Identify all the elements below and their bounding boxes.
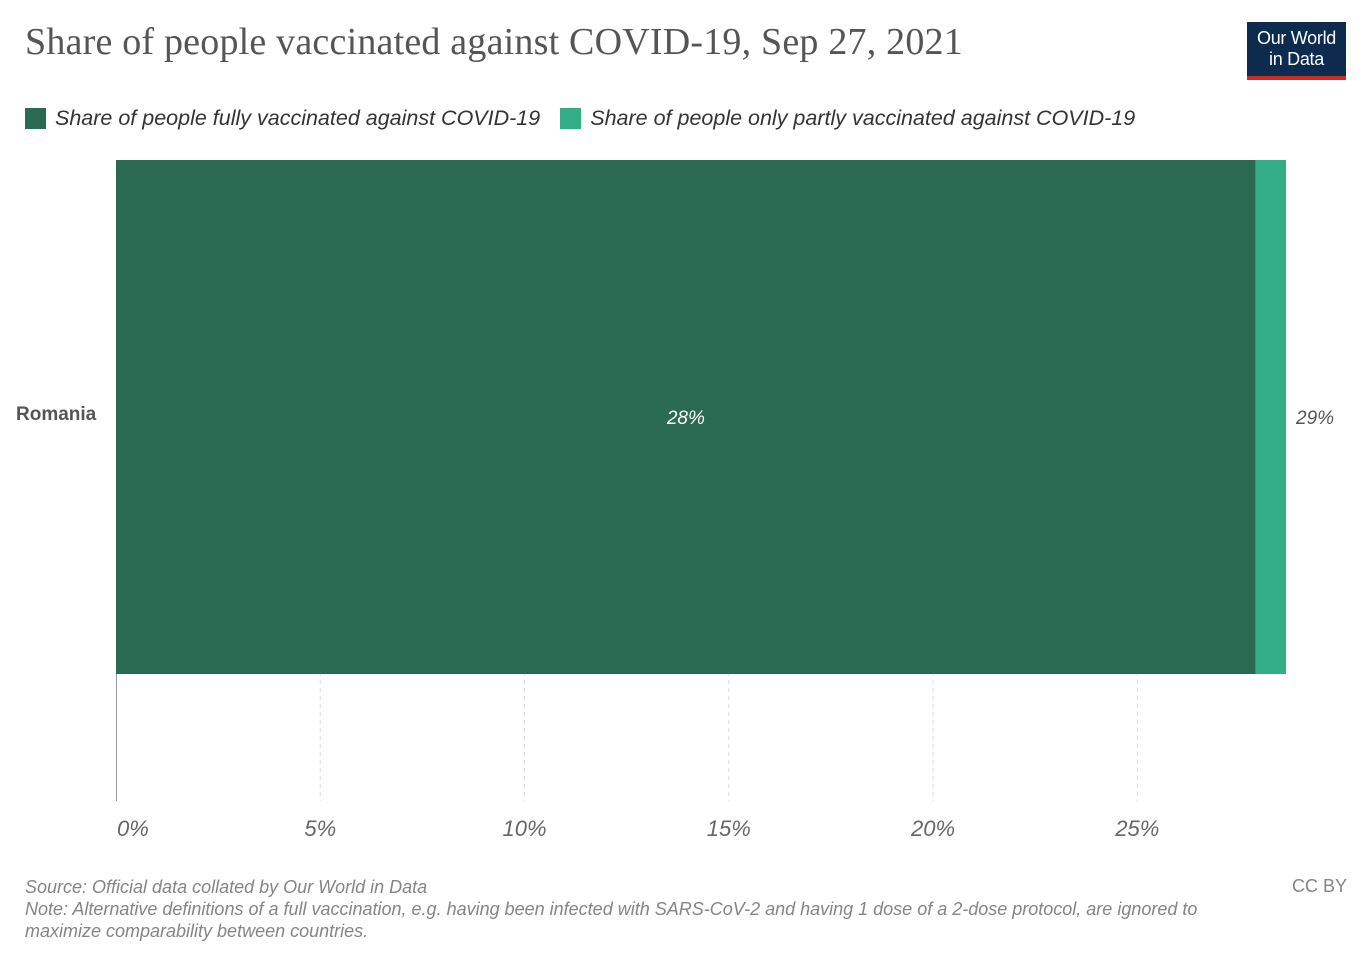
x-tick-label-25: 25% [1114, 816, 1159, 841]
bar-romania-partly [1255, 160, 1286, 674]
legend: Share of people fully vaccinated against… [25, 106, 1155, 131]
legend-swatch-partly [560, 108, 582, 129]
x-tick-label-10: 10% [502, 816, 546, 841]
logo-line-2: in Data [1269, 49, 1324, 69]
x-tick-label-20: 20% [910, 816, 955, 841]
x-tick-label-5: 5% [304, 816, 336, 841]
bar-value-label-fully: 28% [666, 408, 705, 429]
x-tick-label-15: 15% [707, 816, 751, 841]
owid-logo[interactable]: Our World in Data [1247, 22, 1346, 80]
methodology-note: Note: Alternative definitions of a full … [25, 899, 1198, 941]
legend-swatch-fully [25, 108, 46, 129]
chart-title: Share of people vaccinated against COVID… [25, 21, 963, 63]
logo-line-1: Our World [1257, 28, 1336, 48]
source-note: Source: Official data collated by Our Wo… [25, 877, 428, 897]
legend-label-fully: Share of people fully vaccinated against… [55, 106, 541, 130]
bar-romania-fully [116, 160, 1256, 674]
footer: Source: Official data collated by Our Wo… [25, 876, 1265, 942]
bar-total-label-romania: 29% [1295, 408, 1334, 429]
legend-item-fully[interactable]: Share of people fully vaccinated against… [25, 106, 540, 131]
legend-label-partly: Share of people only partly vaccinated a… [590, 106, 1136, 130]
category-label-romania: Romania [16, 404, 97, 425]
license-label[interactable]: CC BY [1291, 876, 1347, 896]
legend-item-partly[interactable]: Share of people only partly vaccinated a… [560, 106, 1135, 131]
x-tick-label-0: 0% [117, 816, 149, 841]
